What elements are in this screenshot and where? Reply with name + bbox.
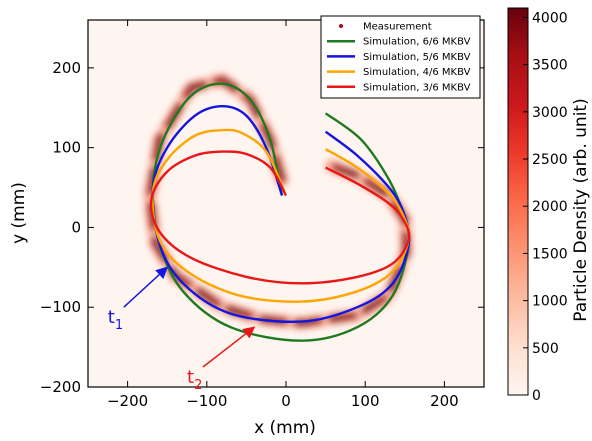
series-line-1	[151, 104, 411, 323]
colorbar-tick-label: 3000	[532, 105, 568, 121]
x-tick-label: 200	[430, 392, 459, 410]
colorbar-tick-label: 1500	[532, 246, 568, 262]
colorbar-tick-label: 500	[532, 341, 559, 357]
colorbar-tick-label: 4000	[532, 10, 568, 26]
legend-label-1: Simulation, 6/6 MKBV	[363, 37, 471, 48]
y-axis-label: y (mm)	[9, 182, 29, 244]
series-line-2	[151, 128, 411, 303]
y-tick-label: 200	[52, 59, 81, 77]
y-tick-label: 0	[71, 218, 81, 236]
x-tick-label: 0	[281, 392, 291, 410]
colorbar-tick-label: 2500	[532, 152, 568, 168]
legend-label-4: Simulation, 3/6 MKBV	[363, 82, 471, 93]
annotation-arrow-1	[123, 266, 169, 308]
colorbar-label: Particle Density (arb. unit)	[571, 98, 591, 321]
colorbar: 0 500 1000 1500 2000 2500 3000 3500 4000	[507, 7, 568, 404]
annotation-arrow-2	[202, 326, 256, 368]
legend: Measurement Simulation, 6/6 MKBV Simulatio…	[320, 15, 481, 99]
colorbar-tick-label: 0	[532, 388, 541, 404]
legend-marker-0	[339, 24, 343, 28]
legend-label-2: Simulation, 5/6 MKBV	[363, 52, 471, 63]
x-tick-label: −100	[186, 392, 227, 410]
y-tick-label: −100	[40, 298, 81, 316]
legend-label-0: Measurement	[363, 22, 432, 33]
x-tick-label: 100	[351, 392, 380, 410]
y-tick-label: 100	[52, 139, 81, 157]
colorbar-tick-label: 3500	[532, 58, 568, 74]
colorbar-tick-label: 1000	[532, 294, 568, 310]
series-line-3	[149, 150, 411, 285]
x-axis-label: x (mm)	[254, 418, 316, 438]
colorbar-tick-label: 2000	[532, 199, 568, 215]
x-tick-label: −200	[107, 392, 148, 410]
colorbar-gradient	[507, 7, 529, 396]
legend-label-3: Simulation, 4/6 MKBV	[363, 67, 471, 78]
y-tick-label: −200	[40, 378, 81, 396]
